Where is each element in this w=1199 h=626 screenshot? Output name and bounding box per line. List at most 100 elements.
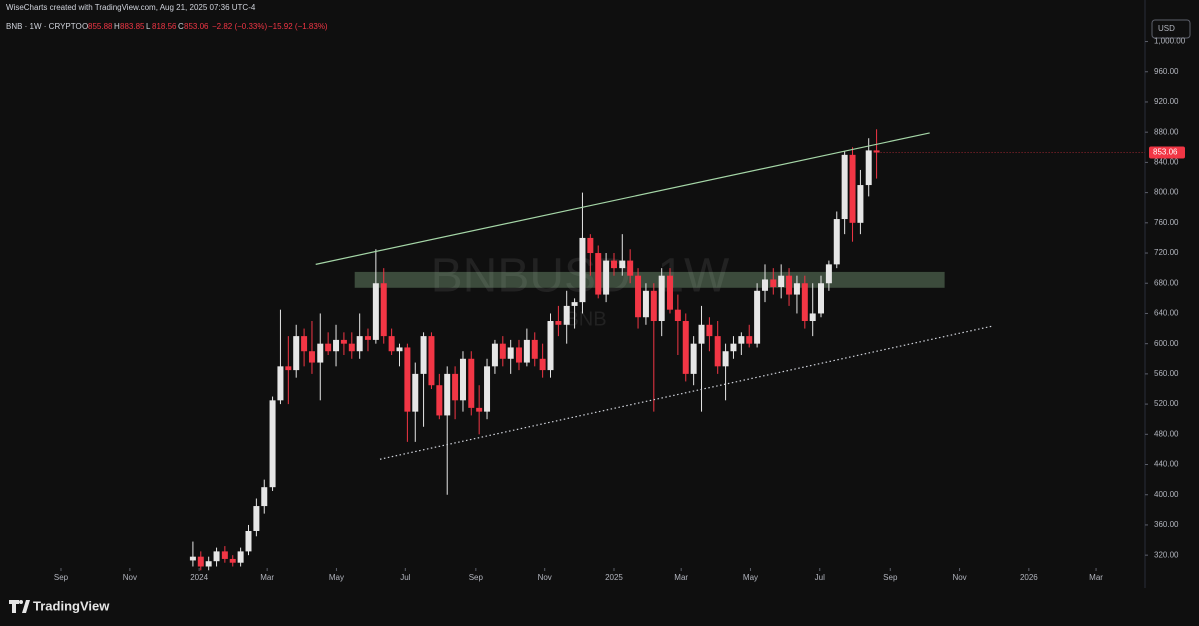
candle-body xyxy=(189,556,196,561)
candle-body xyxy=(627,260,634,276)
candle-body xyxy=(364,336,371,340)
candle-body xyxy=(412,373,419,412)
candle-body xyxy=(555,321,562,325)
legend-text: 855.88 xyxy=(88,22,113,31)
legend-text: −2.82 (−0.33%) xyxy=(212,22,267,31)
candle-body xyxy=(396,347,403,352)
candle-body xyxy=(325,343,332,352)
candle-body xyxy=(428,336,435,386)
candle-body xyxy=(682,321,689,374)
x-tick-label: Mar xyxy=(260,573,274,582)
candle-body xyxy=(356,336,363,352)
legend-text: H xyxy=(114,22,120,31)
candle-body xyxy=(809,313,816,322)
candle-body xyxy=(603,260,610,295)
candle-body xyxy=(674,309,681,322)
candle-body xyxy=(301,336,308,352)
candle-body xyxy=(738,336,745,344)
candle-body xyxy=(849,154,856,223)
candle-body xyxy=(476,407,483,412)
candle-body xyxy=(595,253,602,295)
y-tick-label: 680.00 xyxy=(1154,278,1179,287)
candle-body xyxy=(825,264,832,284)
candle-body xyxy=(333,339,340,352)
candle-body xyxy=(547,321,554,371)
last-price-tag xyxy=(1149,146,1185,159)
candle-body xyxy=(730,343,737,352)
legend-text: 818.56 xyxy=(152,22,177,31)
x-tick-label: Sep xyxy=(54,573,69,582)
brand: TradingView xyxy=(33,598,110,613)
y-tick-label: 480.00 xyxy=(1154,429,1179,438)
candle-body xyxy=(650,290,657,322)
brand-logo xyxy=(9,600,30,613)
currency[interactable]: USD xyxy=(1158,24,1175,33)
candle-body xyxy=(261,487,268,507)
candle-body xyxy=(793,283,800,295)
currency-box[interactable] xyxy=(1151,19,1191,39)
y-tick-label: 400.00 xyxy=(1154,490,1179,499)
candle-body xyxy=(610,260,617,269)
candle-body xyxy=(714,336,721,367)
legend-text: −15.92 (−1.83%) xyxy=(268,22,328,31)
candle-body xyxy=(778,275,785,288)
candle-body xyxy=(746,336,753,344)
candle-body xyxy=(197,556,204,567)
y-tick-label: 960.00 xyxy=(1154,67,1179,76)
candle-body xyxy=(308,351,315,363)
candle-body xyxy=(841,154,848,220)
candle-body xyxy=(269,400,276,488)
x-tick-label: Nov xyxy=(538,573,552,582)
candle-body xyxy=(499,343,506,359)
candle-body xyxy=(484,366,491,412)
y-tick-label: 840.00 xyxy=(1154,158,1179,167)
candle-body xyxy=(317,343,324,363)
legend-text: 883.85 xyxy=(120,22,145,31)
candle-body xyxy=(865,150,872,186)
candle-body xyxy=(515,347,522,363)
last-price-label: 853.06 xyxy=(1153,148,1178,157)
candle-body xyxy=(388,336,395,352)
x-tick-label: May xyxy=(329,573,344,582)
candle-body xyxy=(563,305,570,325)
candle-body xyxy=(666,275,673,310)
legend-text: C xyxy=(178,22,184,31)
x-tick-label: Jul xyxy=(815,573,825,582)
candle-body xyxy=(507,347,514,359)
y-tick-label: 600.00 xyxy=(1154,339,1179,348)
candle-body xyxy=(658,275,665,322)
candle-body xyxy=(571,302,578,306)
legend-text: 853.06 xyxy=(184,22,209,31)
candle-body xyxy=(722,351,729,367)
y-tick-label: 640.00 xyxy=(1154,309,1179,318)
candle-body xyxy=(213,551,220,562)
candle-body xyxy=(277,366,284,401)
y-tick-label: 560.00 xyxy=(1154,369,1179,378)
candle-body xyxy=(635,275,642,318)
candle-body xyxy=(587,237,594,254)
candle-body xyxy=(523,339,530,363)
candle-body xyxy=(293,336,300,371)
zone xyxy=(354,271,945,288)
y-tick-label: 760.00 xyxy=(1154,218,1179,227)
x-tick-label: Mar xyxy=(674,573,688,582)
y-tick-label: 720.00 xyxy=(1154,248,1179,257)
credit: WiseCharts created with TradingView.com,… xyxy=(6,3,256,12)
candle-body xyxy=(539,358,546,371)
candle-body xyxy=(706,324,713,337)
x-tick-label: Jul xyxy=(400,573,410,582)
candle-body xyxy=(786,275,793,295)
candle-body xyxy=(690,343,697,374)
candle-body xyxy=(468,358,475,408)
candle-body xyxy=(531,339,538,359)
candle-body xyxy=(221,551,228,559)
candle-body xyxy=(817,283,824,314)
x-tick-label: Nov xyxy=(952,573,966,582)
x-tick-label: May xyxy=(743,573,758,582)
candle-body xyxy=(452,373,459,401)
candle-body xyxy=(420,336,427,374)
candle-body xyxy=(444,373,451,416)
y-tick-label: 320.00 xyxy=(1154,550,1179,559)
candle-body xyxy=(245,530,252,552)
